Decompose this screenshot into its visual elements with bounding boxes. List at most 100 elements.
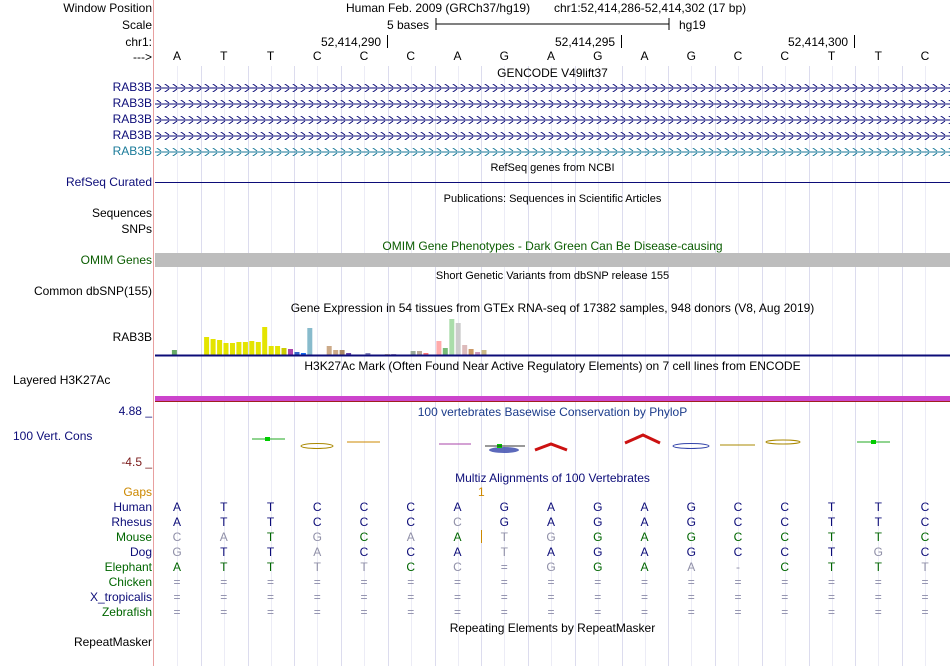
gtex-bar[interactable] [230, 343, 235, 355]
gtex-bar[interactable] [204, 337, 210, 355]
aligned-base: T [827, 530, 836, 544]
gencode-transcript-5[interactable] [155, 148, 950, 156]
reference-base: A [172, 49, 182, 63]
aligned-base: C [359, 545, 369, 559]
gencode-title[interactable]: GENCODE V49lift37 [497, 66, 608, 80]
gtex-bar[interactable] [481, 350, 487, 355]
gtex-bar[interactable] [288, 349, 293, 355]
aligned-base: = [827, 575, 836, 589]
gencode-label-4[interactable]: RAB3B [112, 128, 152, 142]
gtex-bar[interactable] [333, 350, 339, 355]
gtex-bar[interactable] [410, 351, 416, 355]
reference-base: A [640, 49, 649, 63]
gtex-bar[interactable] [468, 349, 474, 355]
h3k27ac-title[interactable]: H3K27Ac Mark (Often Found Near Active Re… [304, 359, 801, 373]
species-label-dog[interactable]: Dog [129, 545, 152, 559]
gtex-bar[interactable] [475, 352, 481, 355]
scale-text: 5 bases [387, 18, 430, 32]
phylop-label[interactable]: 100 Vert. Cons [13, 429, 93, 443]
gencode-transcript-1[interactable] [155, 84, 950, 92]
publications-snps-label[interactable]: SNPs [121, 222, 152, 236]
aligned-base: A [546, 500, 556, 514]
gtex-bar[interactable] [242, 342, 248, 355]
gencode-label-5[interactable]: RAB3B [112, 144, 152, 158]
dbsnp-label[interactable]: Common dbSNP(155) [33, 284, 152, 298]
refseq-title[interactable]: RefSeq genes from NCBI [490, 162, 615, 174]
omim-label[interactable]: OMIM Genes [80, 253, 152, 267]
gtex-bar[interactable] [307, 328, 313, 355]
gtex-bar[interactable] [223, 343, 229, 355]
species-label-zebrafish[interactable]: Zebrafish [101, 605, 152, 619]
species-label-chicken[interactable]: Chicken [108, 575, 152, 589]
aligned-base: T [220, 515, 228, 529]
dbsnp-title[interactable]: Short Genetic Variants from dbSNP releas… [435, 270, 670, 282]
gtex-bar[interactable] [171, 350, 177, 355]
gtex-title[interactable]: Gene Expression in 54 tissues from GTEx … [290, 301, 815, 315]
gtex-bar[interactable] [436, 341, 442, 355]
aligned-base: A [640, 530, 649, 544]
multiz-title[interactable]: Multiz Alignments of 100 Vertebrates [455, 471, 650, 485]
gtex-bar[interactable] [217, 340, 223, 355]
gtex-bar[interactable] [262, 327, 268, 355]
phylop-title[interactable]: 100 vertebrates Basewise Conservation by… [417, 405, 688, 419]
species-label-human[interactable]: Human [113, 500, 152, 514]
reference-base: G [593, 49, 603, 63]
gtex-bar[interactable] [339, 350, 345, 355]
aligned-base: G [546, 530, 556, 544]
publications-label[interactable]: Sequences [91, 206, 152, 220]
aligned-base: T [827, 500, 836, 514]
species-label-elephant[interactable]: Elephant [104, 560, 152, 574]
species-label-rhesus[interactable]: Rhesus [111, 515, 152, 529]
aligned-base: G [686, 515, 696, 529]
aligned-base: = [220, 590, 228, 604]
gtex-bar[interactable] [268, 346, 274, 355]
gtex-bar[interactable] [281, 348, 287, 355]
gencode-label-1[interactable]: RAB3B [112, 80, 152, 94]
repeatmasker-label[interactable]: RepeatMasker [73, 635, 152, 649]
h3k27ac-signal[interactable] [155, 396, 950, 401]
gtex-bar[interactable] [275, 346, 281, 355]
gtex-bar[interactable] [255, 342, 261, 355]
gtex-bar[interactable] [449, 319, 455, 355]
repeatmasker-title[interactable]: Repeating Elements by RepeatMasker [449, 621, 656, 635]
gencode-label-3[interactable]: RAB3B [112, 112, 152, 126]
gtex-bar[interactable] [423, 353, 429, 355]
track-labels: Window Position Scale chr1: ---> RAB3B R… [0, 0, 155, 666]
species-label-xtropicalis[interactable]: X_tropicalis [89, 590, 152, 604]
gtex-bar[interactable] [455, 323, 461, 355]
aligned-base: = [827, 605, 836, 619]
refseq-gene-line[interactable] [155, 182, 950, 183]
gtex-bar[interactable] [417, 351, 422, 355]
gtex-bar[interactable] [236, 342, 242, 355]
gtex-bar[interactable] [462, 345, 468, 355]
gencode-transcript-2[interactable] [155, 100, 950, 108]
h3k27ac-label[interactable]: Layered H3K27Ac [13, 373, 111, 387]
mouse-insertion-mark [481, 530, 482, 543]
refseq-label[interactable]: RefSeq Curated [65, 175, 152, 189]
gtex-bar[interactable] [365, 353, 371, 355]
gencode-label-2[interactable]: RAB3B [112, 96, 152, 110]
gencode-transcript-3[interactable] [155, 116, 950, 124]
gtex-bar[interactable] [294, 352, 300, 355]
gtex-bar[interactable] [249, 341, 255, 355]
gtex-bar[interactable] [210, 339, 216, 355]
gtex-bar[interactable] [300, 353, 306, 355]
gencode-transcripts[interactable] [155, 80, 950, 160]
gtex-label[interactable]: RAB3B [112, 330, 152, 344]
phylop-logo[interactable] [155, 430, 950, 458]
species-label-mouse[interactable]: Mouse [115, 530, 152, 544]
track-area[interactable]: Human Feb. 2009 (GRCh37/hg19) chr1:52,41… [155, 0, 950, 666]
gtex-bar-chart[interactable] [155, 315, 950, 357]
aligned-base: = [220, 605, 228, 619]
aligned-base: T [220, 560, 228, 574]
gtex-bar[interactable] [346, 353, 352, 355]
aligned-base: A [313, 545, 322, 559]
gtex-bar[interactable] [326, 346, 332, 355]
chrom-label: chr1: [125, 35, 152, 49]
omim-title[interactable]: OMIM Gene Phenotypes - Dark Green Can Be… [382, 239, 723, 253]
aligned-base: A [640, 515, 649, 529]
publications-title[interactable]: Publications: Sequences in Scientific Ar… [443, 193, 662, 205]
gencode-transcript-4[interactable] [155, 132, 950, 140]
gtex-bar[interactable] [442, 348, 448, 355]
omim-bar[interactable] [155, 253, 950, 267]
